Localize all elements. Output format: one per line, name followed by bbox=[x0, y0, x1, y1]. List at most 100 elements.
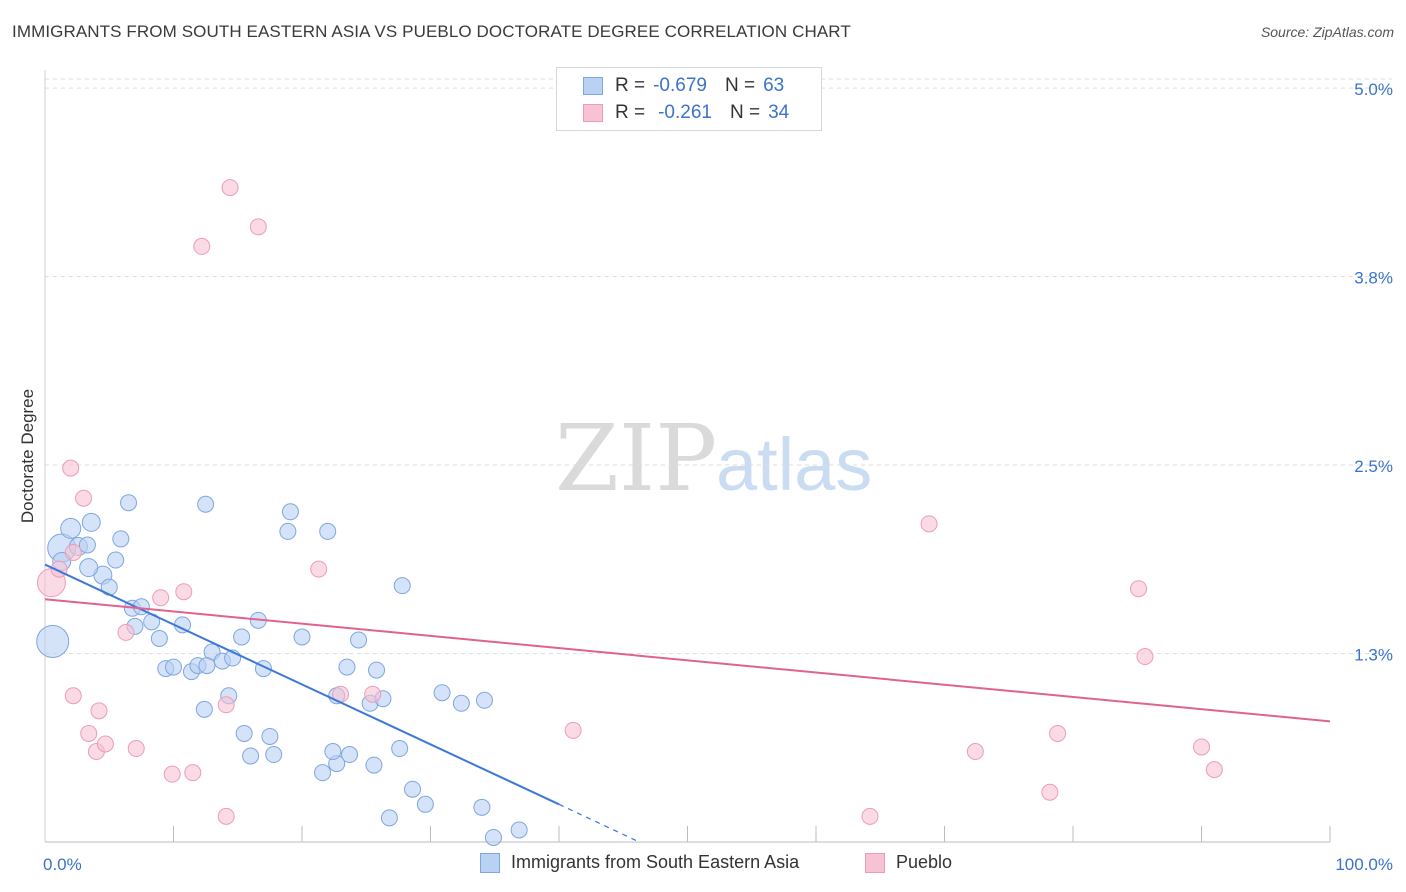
legend-r-value: -0.679 bbox=[653, 75, 707, 96]
data-point-pink bbox=[75, 489, 93, 507]
data-point-pink bbox=[1205, 761, 1223, 779]
data-point-pink bbox=[96, 735, 114, 753]
data-point-blue bbox=[197, 495, 215, 513]
legend-row-blue: R = -0.679 N = 63 bbox=[583, 74, 784, 98]
legend-n-value: 63 bbox=[763, 75, 785, 96]
data-point-pink bbox=[64, 687, 82, 705]
data-point-blue bbox=[341, 746, 359, 764]
data-point-pink bbox=[1130, 580, 1148, 598]
data-point-blue bbox=[265, 746, 283, 764]
legend-swatch-pink bbox=[583, 104, 603, 122]
data-point-pink bbox=[175, 583, 193, 601]
data-point-blue bbox=[473, 798, 491, 816]
trendline-blue bbox=[44, 563, 560, 806]
legend-r-value: -0.261 bbox=[658, 102, 712, 123]
data-point-pink bbox=[62, 459, 80, 477]
data-point-blue bbox=[350, 631, 368, 649]
legend-r-label: R = bbox=[615, 75, 646, 96]
data-point-blue bbox=[368, 661, 386, 679]
y-tick-label: 3.8% bbox=[1354, 269, 1393, 288]
data-point-pink bbox=[217, 807, 235, 825]
data-point-blue bbox=[36, 624, 70, 658]
chart-title: IMMIGRANTS FROM SOUTH EASTERN ASIA VS PU… bbox=[12, 22, 851, 41]
data-point-pink bbox=[920, 515, 938, 533]
data-point-blue bbox=[78, 536, 96, 554]
bottom-legend-pink: Pueblo bbox=[865, 852, 952, 873]
source-label: Source: ZipAtlas.com bbox=[1260, 24, 1394, 40]
data-point-pink bbox=[127, 740, 145, 758]
data-point-pink bbox=[1049, 724, 1067, 742]
legend-n-label: N = bbox=[724, 75, 756, 96]
y-tick-label: 5.0% bbox=[1354, 80, 1393, 99]
data-point-blue bbox=[60, 517, 82, 539]
data-point-pink bbox=[217, 696, 235, 714]
data-point-blue bbox=[433, 684, 451, 702]
watermark-atlas: atlas bbox=[716, 423, 872, 506]
bottom-legend-blue: Immigrants from South Eastern Asia bbox=[480, 852, 799, 873]
legend-swatch-blue bbox=[583, 77, 603, 95]
data-point-blue bbox=[404, 780, 422, 798]
data-point-pink bbox=[64, 544, 82, 561]
x-tick-label-min: 0.0% bbox=[43, 855, 82, 874]
data-point-blue bbox=[107, 551, 125, 569]
legend-n-label: N = bbox=[729, 102, 761, 123]
data-point-pink bbox=[221, 179, 239, 197]
trendline-pink bbox=[44, 598, 1331, 723]
data-point-pink bbox=[564, 721, 582, 739]
data-point-blue bbox=[165, 658, 182, 676]
data-point-blue bbox=[195, 700, 213, 718]
data-point-blue bbox=[293, 628, 311, 646]
bottom-legend-label-blue: Immigrants from South Eastern Asia bbox=[511, 852, 800, 872]
bottom-legend-swatch-pink bbox=[865, 852, 885, 873]
data-point-blue bbox=[380, 809, 398, 827]
data-point-blue bbox=[475, 691, 493, 709]
data-point-blue bbox=[112, 530, 130, 548]
data-point-blue bbox=[261, 727, 279, 745]
data-point-pink bbox=[364, 685, 382, 703]
data-point-blue bbox=[279, 522, 297, 540]
data-point-pink bbox=[249, 218, 267, 236]
data-point-blue bbox=[391, 740, 409, 758]
data-point-blue bbox=[338, 658, 356, 676]
data-point-blue bbox=[81, 512, 101, 532]
data-point-pink bbox=[184, 764, 202, 782]
x-tick-label-max: 100.0% bbox=[1335, 855, 1393, 874]
data-point-blue bbox=[314, 764, 332, 782]
data-point-pink bbox=[80, 724, 98, 742]
data-point-blue bbox=[452, 694, 470, 712]
data-point-blue bbox=[242, 747, 260, 765]
data-point-pink bbox=[163, 765, 181, 783]
data-point-pink bbox=[1136, 648, 1154, 666]
data-point-pink bbox=[193, 237, 211, 255]
data-point-pink bbox=[1041, 783, 1059, 801]
data-point-pink bbox=[117, 623, 135, 641]
trendline-extension-blue bbox=[558, 803, 637, 842]
legend-n-value: 34 bbox=[768, 102, 790, 123]
data-point-pink bbox=[861, 807, 879, 825]
correlation-legend: R = -0.679 N = 63 R = -0.261 N = 34 bbox=[556, 67, 822, 131]
data-point-pink bbox=[90, 702, 108, 720]
data-point-blue bbox=[510, 821, 528, 839]
y-tick-label: 2.5% bbox=[1354, 457, 1393, 476]
data-point-blue bbox=[79, 558, 99, 578]
data-point-blue bbox=[235, 724, 253, 742]
data-point-blue bbox=[120, 494, 138, 512]
watermark-zip: ZIP bbox=[555, 405, 717, 512]
legend-row-pink: R = -0.261 N = 34 bbox=[583, 101, 789, 125]
data-point-blue bbox=[319, 522, 337, 540]
data-point-pink bbox=[152, 589, 170, 607]
data-point-blue bbox=[393, 577, 411, 595]
data-point-blue bbox=[484, 828, 502, 846]
y-tick-label: 1.3% bbox=[1354, 646, 1393, 665]
data-point-blue bbox=[365, 756, 383, 774]
data-point-blue bbox=[233, 628, 251, 646]
data-point-blue bbox=[150, 629, 168, 647]
data-point-pink bbox=[966, 743, 984, 761]
data-point-blue bbox=[281, 503, 299, 521]
bottom-legend-label-pink: Pueblo bbox=[896, 852, 953, 872]
y-axis-label: Doctorate Degree bbox=[18, 389, 37, 523]
data-point-blue bbox=[416, 795, 434, 813]
data-point-pink bbox=[1193, 738, 1210, 756]
data-point-blue bbox=[198, 657, 216, 675]
